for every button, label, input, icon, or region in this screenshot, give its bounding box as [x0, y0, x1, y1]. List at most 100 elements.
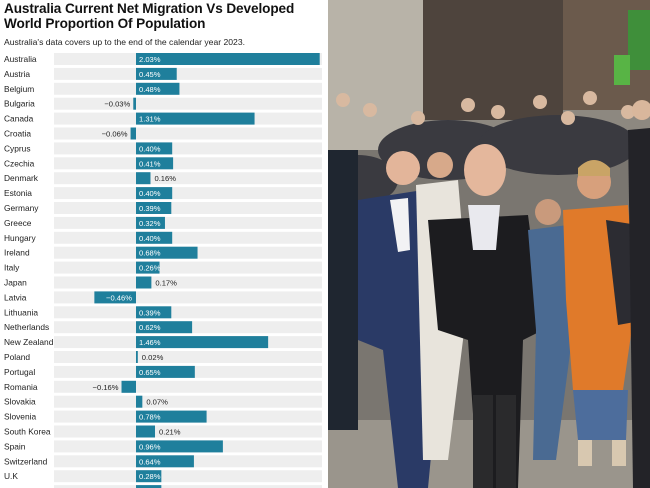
data-label: 0.21%	[159, 428, 181, 437]
bar	[136, 157, 174, 170]
data-label: 0.40%	[139, 144, 161, 153]
data-label: 0.40%	[139, 234, 161, 243]
bar-track	[54, 82, 322, 95]
category-label: Poland	[4, 352, 30, 362]
bar-track	[54, 470, 322, 483]
bar	[136, 410, 207, 423]
bar-row: Latvia −0.46%	[4, 291, 322, 304]
data-label: 0.02%	[142, 353, 164, 362]
bar	[136, 82, 180, 95]
bar-row: Switzerland 0.64%	[4, 455, 322, 468]
bar-row: Poland 0.02%	[4, 351, 322, 363]
bar-row: Germany 0.39%	[4, 202, 322, 214]
bar-row: Hungary 0.40%	[4, 231, 322, 244]
category-label: Latvia	[4, 292, 27, 302]
bar-row: U.S	[4, 485, 322, 488]
bar-row: Lithuania 0.39%	[4, 306, 322, 319]
bar-track	[54, 97, 322, 110]
bar	[136, 246, 198, 259]
bar-row: Slovenia 0.78%	[4, 410, 322, 423]
bar-row: New Zealand 1.46%	[4, 336, 322, 349]
category-label: Japan	[4, 278, 27, 288]
bar-track	[54, 485, 322, 488]
bar-row: South Korea 0.21%	[4, 425, 322, 438]
category-label: Lithuania	[4, 307, 38, 317]
bar-row: Austria 0.45%	[4, 67, 322, 80]
category-label: Greece	[4, 218, 32, 228]
data-label: −0.06%	[102, 130, 128, 139]
bar-track	[54, 306, 322, 319]
data-label: 1.31%	[139, 115, 161, 124]
bar-row: Cyprus 0.40%	[4, 142, 322, 155]
bar-track	[54, 202, 322, 214]
crowd-photo-image	[328, 0, 650, 488]
bar-track	[54, 276, 322, 289]
data-label: 0.17%	[155, 279, 177, 288]
bar	[136, 336, 269, 349]
data-label: 0.07%	[146, 398, 168, 407]
bar-row: Spain 0.96%	[4, 440, 322, 453]
crowd-photo	[328, 0, 650, 488]
bar-row: Japan 0.17%	[4, 276, 322, 289]
bar-row: Czechia 0.41%	[4, 157, 322, 170]
bar-track	[54, 172, 322, 185]
bar-row: Australia 2.03%	[4, 53, 322, 65]
bar-track	[54, 351, 322, 363]
bar	[136, 470, 162, 483]
data-label: 0.65%	[139, 368, 161, 377]
bar	[136, 365, 195, 378]
bar	[136, 261, 160, 274]
data-label: 0.32%	[139, 219, 161, 228]
bar-track	[54, 142, 322, 155]
category-label: U.K	[4, 471, 18, 481]
bar	[136, 306, 172, 319]
bar-chart: Australia 2.03% Austria 0.45% Belgium 0.48% Bu…	[4, 53, 322, 488]
bar	[136, 276, 152, 289]
bar-row: Bulgaria −0.03%	[4, 97, 322, 110]
data-label: −0.03%	[104, 100, 130, 109]
data-label: 0.78%	[139, 413, 161, 422]
bar-row: Greece 0.32%	[4, 216, 322, 229]
category-label: Germany	[4, 203, 39, 213]
data-label: 1.46%	[139, 338, 161, 347]
category-label: Switzerland	[4, 456, 48, 466]
category-label: Austria	[4, 69, 30, 79]
bar-row: Estonia 0.40%	[4, 187, 322, 200]
bar	[94, 291, 136, 304]
chart-subtitle: Australia's data covers up to the end of…	[4, 37, 245, 47]
bar	[136, 172, 151, 185]
bar	[136, 142, 173, 155]
data-label: 0.16%	[154, 174, 176, 183]
data-label: −0.16%	[93, 383, 119, 392]
category-label: Canada	[4, 114, 34, 124]
bar-track	[54, 425, 322, 438]
category-label: Ireland	[4, 248, 30, 258]
category-label: Hungary	[4, 233, 36, 243]
category-label: Estonia	[4, 188, 32, 198]
bar	[136, 231, 173, 244]
bar	[136, 395, 143, 408]
bar-row: Belgium 0.48%	[4, 82, 322, 95]
category-label: New Zealand	[4, 337, 54, 347]
category-label: Romania	[4, 382, 38, 392]
bar	[136, 440, 223, 453]
bar-row: U.K 0.28%	[4, 470, 322, 483]
data-label: 0.39%	[139, 204, 161, 213]
data-label: 0.40%	[139, 189, 161, 198]
category-label: Australia	[4, 54, 37, 64]
category-label: Portugal	[4, 367, 35, 377]
bar-track	[54, 380, 322, 393]
bar	[136, 425, 156, 438]
bar	[136, 485, 162, 488]
data-label: 2.03%	[139, 55, 161, 64]
bar-row: Canada 1.31%	[4, 112, 322, 125]
bar	[136, 187, 173, 200]
category-label: Slovenia	[4, 412, 36, 422]
bar-track	[54, 157, 322, 170]
bar	[136, 321, 193, 334]
data-label: 0.26%	[139, 264, 161, 273]
data-label: 0.39%	[139, 308, 161, 317]
bar-track	[54, 231, 322, 244]
category-label: U.S	[4, 486, 18, 488]
bar-row: Croatia −0.06%	[4, 127, 322, 140]
